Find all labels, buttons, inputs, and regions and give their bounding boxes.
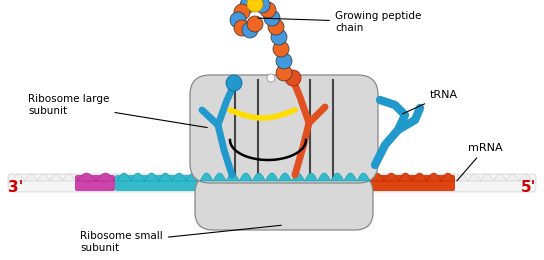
Circle shape xyxy=(285,70,301,86)
FancyBboxPatch shape xyxy=(455,175,535,191)
Polygon shape xyxy=(63,174,75,181)
Polygon shape xyxy=(239,173,252,181)
Circle shape xyxy=(247,0,263,11)
Circle shape xyxy=(276,65,292,81)
FancyBboxPatch shape xyxy=(75,175,115,191)
Circle shape xyxy=(273,41,289,57)
Polygon shape xyxy=(50,174,63,181)
Circle shape xyxy=(234,4,250,20)
Polygon shape xyxy=(172,173,186,181)
Polygon shape xyxy=(455,174,468,181)
Text: Ribosome large
subunit: Ribosome large subunit xyxy=(28,94,207,128)
FancyBboxPatch shape xyxy=(195,175,373,230)
Text: 5': 5' xyxy=(521,179,536,194)
FancyBboxPatch shape xyxy=(10,175,75,191)
Polygon shape xyxy=(331,173,344,181)
Polygon shape xyxy=(145,173,158,181)
Polygon shape xyxy=(370,173,384,181)
FancyBboxPatch shape xyxy=(200,175,370,191)
Polygon shape xyxy=(398,173,412,181)
Polygon shape xyxy=(292,173,305,181)
Circle shape xyxy=(276,53,292,69)
Polygon shape xyxy=(412,173,426,181)
Circle shape xyxy=(260,2,276,18)
Circle shape xyxy=(254,0,270,13)
Polygon shape xyxy=(493,174,506,181)
Circle shape xyxy=(247,16,263,32)
Polygon shape xyxy=(200,173,213,181)
Circle shape xyxy=(230,12,246,28)
Polygon shape xyxy=(344,173,357,181)
Polygon shape xyxy=(131,173,145,181)
Polygon shape xyxy=(117,173,131,181)
FancyBboxPatch shape xyxy=(370,175,455,191)
Circle shape xyxy=(240,0,256,13)
Polygon shape xyxy=(506,174,519,181)
Circle shape xyxy=(234,20,250,36)
Polygon shape xyxy=(265,173,279,181)
Circle shape xyxy=(271,29,287,45)
Text: tRNA: tRNA xyxy=(403,90,458,114)
FancyBboxPatch shape xyxy=(115,175,200,191)
FancyBboxPatch shape xyxy=(8,174,536,192)
Polygon shape xyxy=(77,173,96,181)
Polygon shape xyxy=(305,173,318,181)
Polygon shape xyxy=(384,173,398,181)
Polygon shape xyxy=(468,174,481,181)
Polygon shape xyxy=(441,173,455,181)
Text: Ribosome small
subunit: Ribosome small subunit xyxy=(80,225,281,253)
Polygon shape xyxy=(186,173,200,181)
Text: 3': 3' xyxy=(8,179,23,194)
Polygon shape xyxy=(226,173,239,181)
Polygon shape xyxy=(426,173,441,181)
Polygon shape xyxy=(357,173,370,181)
Polygon shape xyxy=(213,173,226,181)
Polygon shape xyxy=(158,173,172,181)
Circle shape xyxy=(226,75,242,91)
Polygon shape xyxy=(96,173,115,181)
Polygon shape xyxy=(481,174,493,181)
Circle shape xyxy=(264,10,280,26)
Polygon shape xyxy=(519,174,532,181)
FancyBboxPatch shape xyxy=(190,75,378,183)
Polygon shape xyxy=(12,174,24,181)
Polygon shape xyxy=(252,173,265,181)
Text: Growing peptide
chain: Growing peptide chain xyxy=(258,11,422,33)
Circle shape xyxy=(267,74,275,82)
Polygon shape xyxy=(318,173,331,181)
Circle shape xyxy=(247,0,263,12)
Polygon shape xyxy=(24,174,37,181)
Circle shape xyxy=(268,19,284,35)
Circle shape xyxy=(242,22,258,38)
Text: mRNA: mRNA xyxy=(457,143,503,181)
Polygon shape xyxy=(37,174,50,181)
Polygon shape xyxy=(279,173,292,181)
